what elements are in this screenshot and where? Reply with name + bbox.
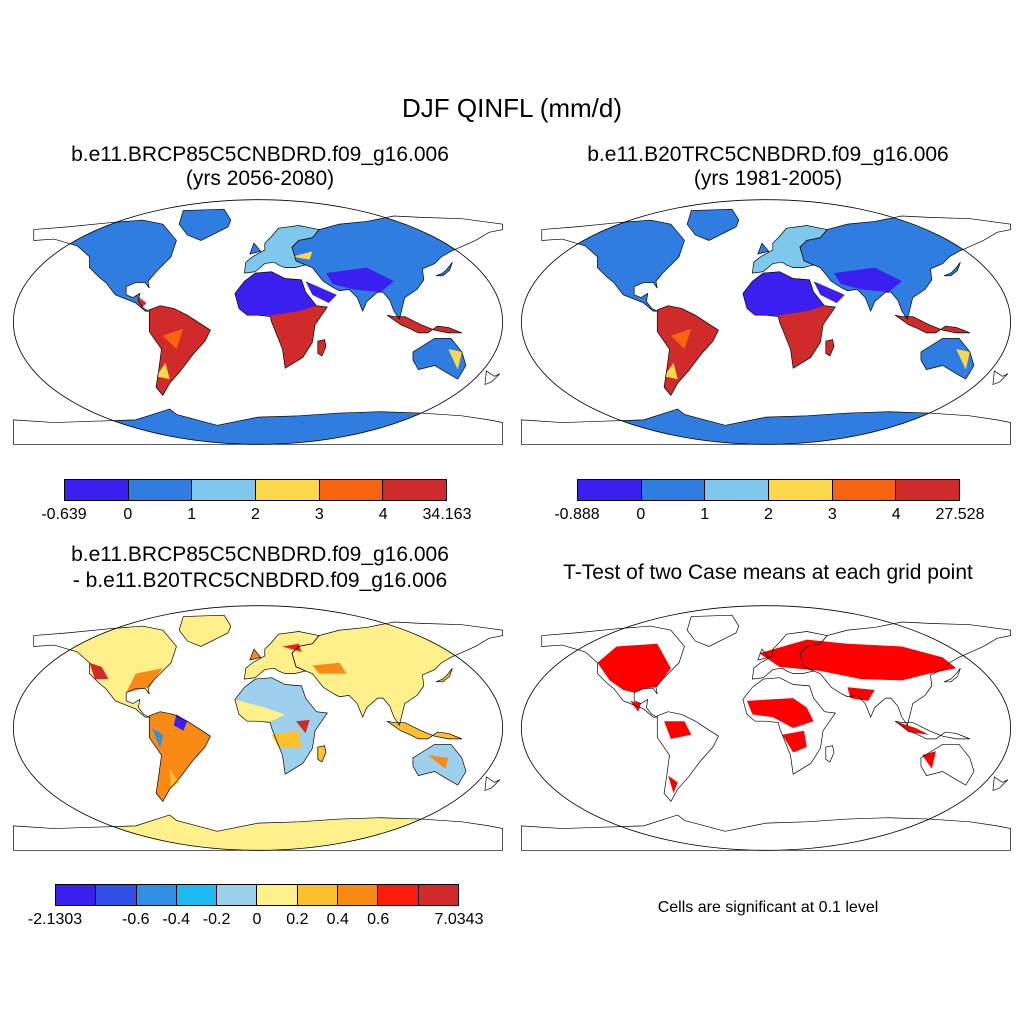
colorbar-difference-swatch xyxy=(338,885,379,905)
colorbar-difference-swatch xyxy=(378,885,419,905)
colorbar-historical-swatch xyxy=(641,480,706,500)
colorbar-difference-swatch xyxy=(297,885,339,905)
colorbar-future-swatch xyxy=(383,480,447,500)
colorbar-difference-swatch xyxy=(418,885,458,905)
colorbar-difference-tick-label: 0.6 xyxy=(367,911,390,928)
colorbar-future-swatch xyxy=(65,480,129,500)
colorbar-future-swatch xyxy=(192,480,257,500)
colorbar-future-swatch xyxy=(319,480,384,500)
colorbar-historical-swatch xyxy=(578,480,642,500)
colorbar-difference-swatch xyxy=(96,885,137,905)
colorbar-difference-swatch xyxy=(217,885,258,905)
colorbar-future-tick-label: 34.163 xyxy=(422,506,472,523)
panel-difference-title: b.e11.BRCP85C5CNBDRD.f09_g16.006 xyxy=(71,543,449,566)
colorbar-future-swatch xyxy=(128,480,193,500)
colorbar-difference-swatch xyxy=(176,885,218,905)
colorbar-difference-swatch xyxy=(56,885,97,905)
colorbar-historical-tick-label: 4 xyxy=(891,506,901,523)
colorbar-historical-tick-label: 0 xyxy=(636,506,646,523)
map-future xyxy=(12,199,504,445)
colorbar-future-tick-label: 2 xyxy=(251,506,260,523)
colorbar-historical-tick-label: 27.528 xyxy=(935,506,985,523)
colorbar-historical-tick-label: 3 xyxy=(827,506,837,523)
colorbar-historical-swatch xyxy=(896,480,960,500)
colorbar-future-tick-label: 1 xyxy=(187,506,197,523)
colorbar-historical-swatch xyxy=(705,480,770,500)
panel-historical-title: b.e11.B20TRC5CNBDRD.f09_g16.006 xyxy=(587,143,949,166)
panel-future-subtitle: (yrs 2056-2080) xyxy=(185,167,335,190)
panel-difference-subtitle: - b.e11.B20TRC5CNBDRD.f09_g16.006 xyxy=(72,569,448,592)
colorbar-future-swatch xyxy=(256,480,320,500)
map-difference xyxy=(12,605,504,851)
colorbar-historical-tick-label: 2 xyxy=(764,506,773,523)
figure-title: DJF QINFL (mm/d) xyxy=(401,93,623,123)
colorbar-difference-tick-label: 0 xyxy=(252,911,262,928)
colorbar-difference-swatch xyxy=(257,885,298,905)
colorbar-difference-tick-label: 0.4 xyxy=(326,911,349,928)
colorbar-difference-tick-label: 7.0343 xyxy=(434,911,484,928)
colorbar-difference-tick-label: -0.2 xyxy=(202,911,231,928)
colorbar-difference-tick-label: -0.6 xyxy=(122,911,150,928)
colorbar-historical-tick-label: 1 xyxy=(700,506,710,523)
significance-note: Cells are significant at 0.1 level xyxy=(657,899,879,916)
colorbar-future xyxy=(64,479,447,501)
colorbar-future-tick-label: 3 xyxy=(314,506,324,523)
colorbar-difference xyxy=(55,884,459,906)
panel-ttest-title: T-Test of two Case means at each grid po… xyxy=(563,561,973,584)
map-ttest xyxy=(520,605,1012,851)
colorbar-difference-swatch xyxy=(136,885,177,905)
colorbar-future-tick-label: 4 xyxy=(378,506,388,523)
panel-future-title: b.e11.BRCP85C5CNBDRD.f09_g16.006 xyxy=(71,143,449,166)
colorbar-difference-tick-label: -0.4 xyxy=(162,911,190,928)
colorbar-future-tick-label: -0.639 xyxy=(41,506,87,523)
colorbar-historical-swatch xyxy=(769,480,833,500)
map-historical xyxy=(520,199,1012,445)
colorbar-historical-swatch xyxy=(832,480,897,500)
colorbar-future-tick-label: 0 xyxy=(123,506,133,523)
colorbar-historical-tick-label: -0.888 xyxy=(554,506,600,523)
colorbar-difference-tick-label: -2.1303 xyxy=(27,911,83,928)
colorbar-difference-tick-label: 0.2 xyxy=(286,911,309,928)
panel-historical-subtitle: (yrs 1981-2005) xyxy=(693,167,843,190)
colorbar-historical xyxy=(577,479,960,501)
